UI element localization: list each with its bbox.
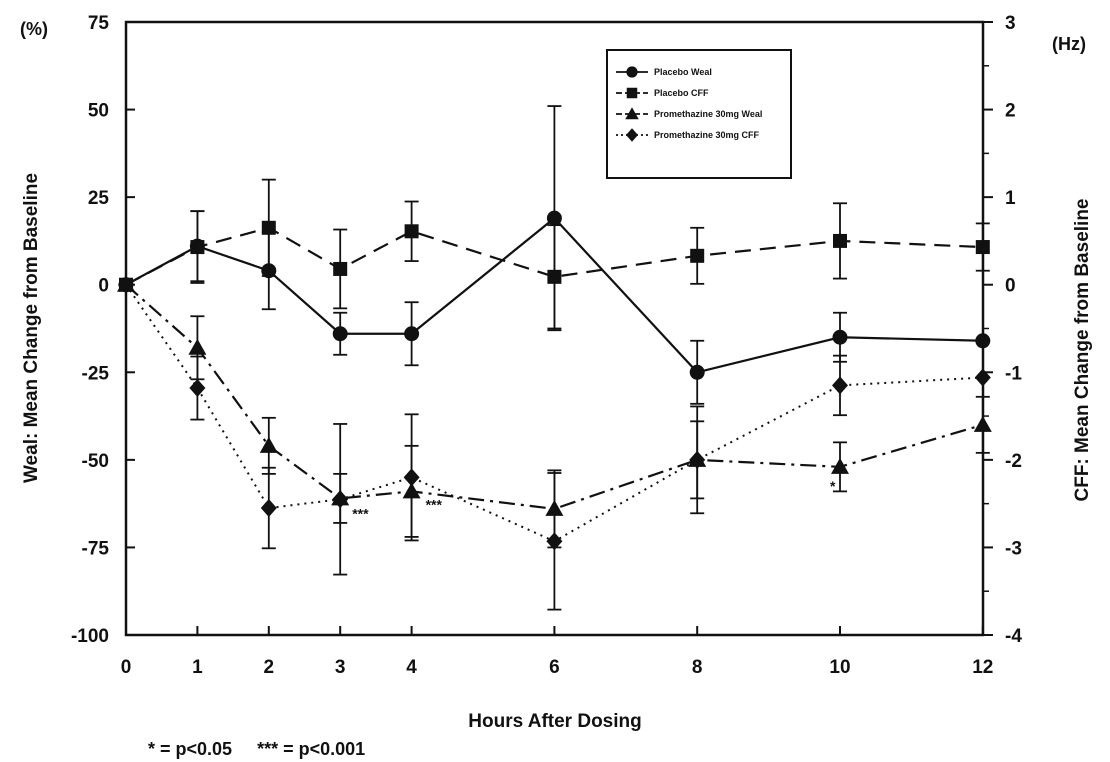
x-tick-label: 0 [121,657,132,678]
series-promethazine-30mg-cff [118,275,991,611]
y-axis-right-title: CFF: Mean Change from Baseline [1072,199,1093,502]
data-point [973,415,992,432]
data-point [689,364,705,380]
x-axis-title: Hours After Dosing [468,711,641,732]
data-point [259,436,278,453]
data-point [974,368,991,387]
x-tick-label: 8 [692,657,703,678]
data-point [190,240,205,255]
legend: Placebo Weal Placebo CFF Promethazine 30mg… [606,49,792,179]
legend-marker [626,66,638,78]
data-point [332,490,349,509]
legend-item: Placebo CFF [616,87,709,99]
axis-tick-labels: 0 1 2 3 4 6 8 10 127550250-25-50-75-1003210-1-2-… [71,13,1022,678]
data-point [546,532,563,551]
legend-items: Placebo Weal Placebo CFF Promethazine 30mg… [616,66,762,142]
data-point [833,233,847,248]
data-point [403,468,420,487]
y-right-tick-label: 1 [1005,188,1016,209]
data-point [690,248,705,263]
x-tick-label: 2 [264,657,275,678]
legend-marker-shape [626,87,638,99]
data-point [189,379,206,398]
data-point [404,224,419,239]
x-tick-label: 3 [335,657,346,678]
legend-marker-shape [626,66,638,78]
data-series [117,105,992,611]
series-line [125,226,983,286]
x-tick-label: 1 [192,657,203,678]
legend-label: Placebo Weal [654,67,712,77]
legend-label: Placebo CFF [654,88,709,98]
significance-footnote: * = p<0.05 *** = p<0.001 [148,739,365,759]
y-right-tick-label: 3 [1005,13,1016,34]
y-right-tick-label: 2 [1005,101,1016,122]
data-point [261,220,276,235]
data-point [832,376,848,395]
x-tick-label: 12 [972,657,993,678]
legend-marker [626,87,638,99]
y-left-tick-label: 75 [88,13,110,34]
y-left-tick-label: 25 [88,188,110,209]
data-point [118,275,134,294]
legend-marker-shape [626,128,638,142]
legend-label: Promethazine 30mg Weal [654,109,762,119]
y-left-tick-label: -75 [82,538,110,559]
left-unit-label: (%) [20,19,48,39]
legend-item: Placebo Weal [616,66,712,78]
y-right-tick-label: -3 [1005,538,1022,559]
significance-annotations: ******* [352,478,836,522]
data-point [260,499,277,518]
series-placebo-cff [119,178,990,330]
data-point [547,269,562,284]
data-point [188,338,207,355]
legend-item: Promethazine 30mg CFF [616,128,760,142]
y-left-tick-label: 0 [98,276,109,297]
significance-mark: *** [426,496,443,512]
y-right-tick-label: -4 [1005,626,1022,647]
data-point [333,261,348,276]
data-point [832,329,848,345]
data-point [831,457,849,474]
x-tick-label: 6 [549,657,560,678]
y-left-tick-label: -50 [82,451,109,472]
data-point [975,240,990,255]
y-left-tick-label: -100 [71,626,109,647]
legend-marker-shape [625,107,639,120]
legend-marker [626,128,638,142]
y-left-tick-label: -25 [82,363,110,384]
data-point [404,326,420,342]
data-point [546,210,562,226]
data-point [689,450,706,469]
y-left-tick-label: 50 [88,101,109,122]
y-axis-left-title: Weal: Mean Change from Baseline [21,173,42,483]
y-right-tick-label: 0 [1005,276,1016,297]
y-right-tick-label: -2 [1005,451,1022,472]
legend-item: Promethazine 30mg Weal [616,107,762,120]
legend-label: Promethazine 30mg CFF [654,130,760,140]
legend-marker [625,107,639,120]
data-point [975,333,991,349]
x-tick-label: 10 [829,657,850,678]
significance-mark: * [830,478,836,494]
x-tick-label: 4 [406,657,417,678]
significance-mark: *** [352,505,369,521]
series-line [125,284,983,543]
data-point [332,326,348,342]
right-unit-label: (Hz) [1052,34,1086,54]
y-right-tick-label: -1 [1005,363,1022,384]
